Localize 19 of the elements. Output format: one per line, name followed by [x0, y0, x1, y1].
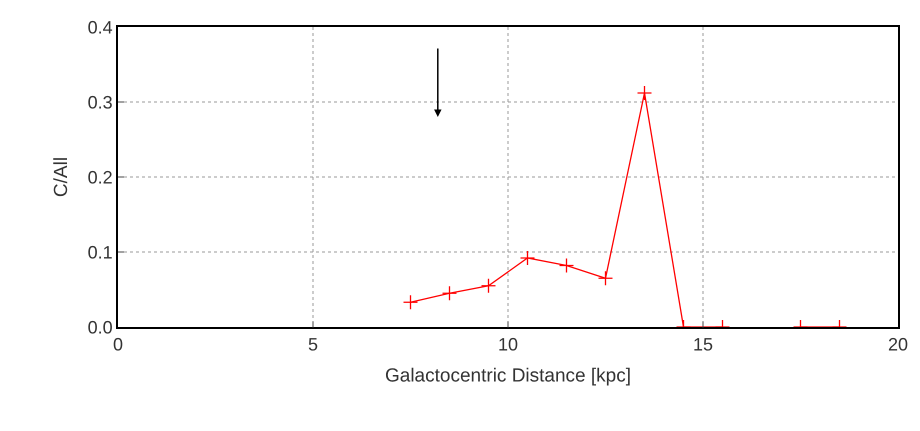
point [402, 294, 418, 310]
y-axis-title: C/All [50, 156, 72, 198]
x-tick-label: 15 [692, 334, 714, 354]
point [558, 258, 574, 274]
x-tick-label: 10 [498, 334, 518, 354]
point [520, 250, 536, 266]
x-tick-label: 0 [112, 334, 124, 354]
point [636, 85, 652, 101]
point [480, 278, 496, 294]
y-tick-label: 0.1 [88, 242, 113, 262]
y-tick-label: 0.2 [88, 167, 113, 188]
x-tick-label: 5 [308, 334, 318, 354]
x-tick-label: 20 [888, 334, 908, 354]
x-axis-title: Galactocentric Distance [kpc] [384, 366, 632, 387]
point [598, 270, 614, 286]
y-tick-label: 0.0 [88, 317, 113, 338]
point [442, 286, 458, 301]
y-tick-label: 0.3 [88, 92, 113, 112]
y-tick-label: 0.4 [88, 17, 113, 38]
